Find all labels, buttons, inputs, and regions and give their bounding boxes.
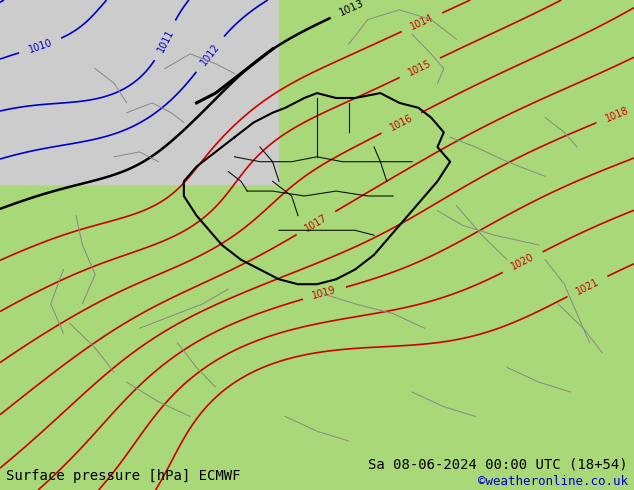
Text: ©weatheronline.co.uk: ©weatheronline.co.uk [477,474,628,488]
Text: 1019: 1019 [311,285,337,301]
Text: 1013: 1013 [338,0,366,18]
Text: 1017: 1017 [303,213,329,234]
Text: 1010: 1010 [27,37,53,55]
Text: Sa 08-06-2024 00:00 UTC (18+54): Sa 08-06-2024 00:00 UTC (18+54) [368,457,628,471]
Text: Surface pressure [hPa] ECMWF: Surface pressure [hPa] ECMWF [6,468,241,483]
Text: 1012: 1012 [198,41,221,67]
Text: 1020: 1020 [510,252,536,272]
Text: 1016: 1016 [388,113,415,133]
Text: 1021: 1021 [574,276,600,296]
Text: 1014: 1014 [409,13,435,32]
Text: 1011: 1011 [155,27,176,54]
Text: 1018: 1018 [604,105,630,123]
Text: 1015: 1015 [406,58,433,77]
